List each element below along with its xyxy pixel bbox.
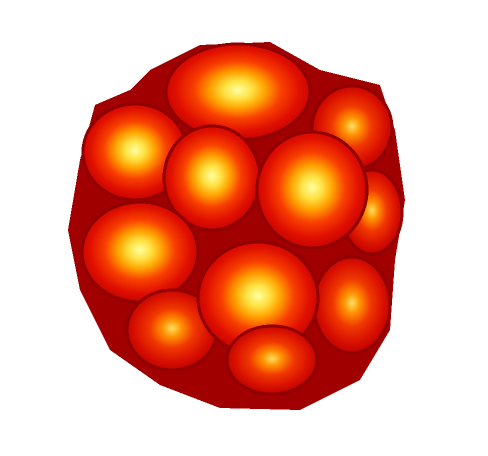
lobe: [225, 324, 319, 396]
lobe: [164, 42, 312, 142]
lobe: [312, 255, 392, 355]
lobe: [80, 200, 200, 304]
lobes: [80, 42, 404, 396]
lobe: [255, 130, 369, 250]
